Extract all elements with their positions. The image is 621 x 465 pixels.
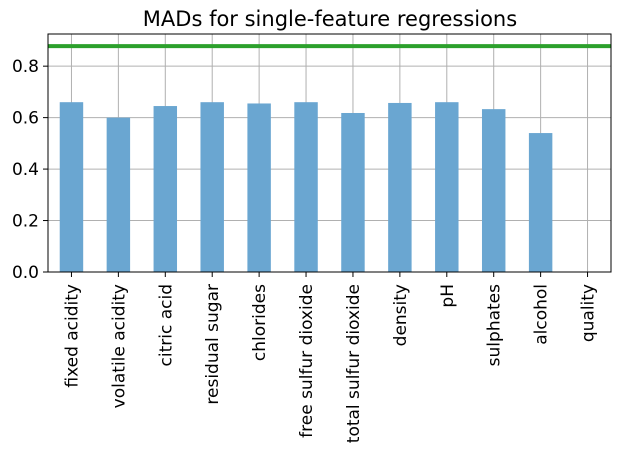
bar bbox=[247, 103, 271, 272]
bar bbox=[435, 102, 459, 273]
grid bbox=[48, 34, 611, 273]
bar bbox=[59, 102, 84, 273]
x-tick-label: volatile acidity bbox=[109, 284, 129, 408]
x-tick-label: citric acid bbox=[156, 284, 176, 366]
chart-title: MADs for single-feature regressions bbox=[143, 7, 517, 31]
x-tick-label: total sulfur dioxide bbox=[344, 284, 364, 443]
bar bbox=[294, 102, 318, 273]
y-tick-label: 0.0 bbox=[12, 263, 39, 283]
x-tick-label: fixed acidity bbox=[62, 284, 82, 388]
axes bbox=[43, 33, 612, 277]
bar bbox=[341, 112, 365, 273]
x-tick-label: alcohol bbox=[532, 284, 552, 345]
x-tick-label: density bbox=[391, 284, 411, 346]
bar bbox=[528, 133, 553, 272]
x-tick-label: sulphates bbox=[485, 284, 505, 366]
x-tick-label: pH bbox=[438, 284, 458, 308]
y-tick-label: 0.8 bbox=[12, 57, 39, 77]
y-tick-label: 0.4 bbox=[12, 160, 39, 180]
bars bbox=[59, 102, 553, 273]
x-tick-labels: fixed acidity volatile acidity citric acid… bbox=[62, 284, 598, 443]
bar bbox=[388, 102, 412, 272]
x-tick-label: free sulfur dioxide bbox=[297, 284, 317, 438]
x-tick-label: chlorides bbox=[250, 284, 270, 361]
bar bbox=[153, 106, 178, 272]
bar bbox=[481, 109, 506, 272]
y-tick-labels: 0.0 0.2 0.4 0.6 0.8 bbox=[12, 57, 39, 283]
bar bbox=[200, 102, 224, 273]
plot-frame bbox=[47, 33, 612, 273]
y-tick-label: 0.2 bbox=[12, 212, 39, 232]
x-tick-label: quality bbox=[579, 284, 599, 342]
y-tick-label: 0.6 bbox=[12, 109, 39, 129]
bar bbox=[106, 117, 131, 273]
x-tick-label: residual sugar bbox=[203, 284, 223, 405]
